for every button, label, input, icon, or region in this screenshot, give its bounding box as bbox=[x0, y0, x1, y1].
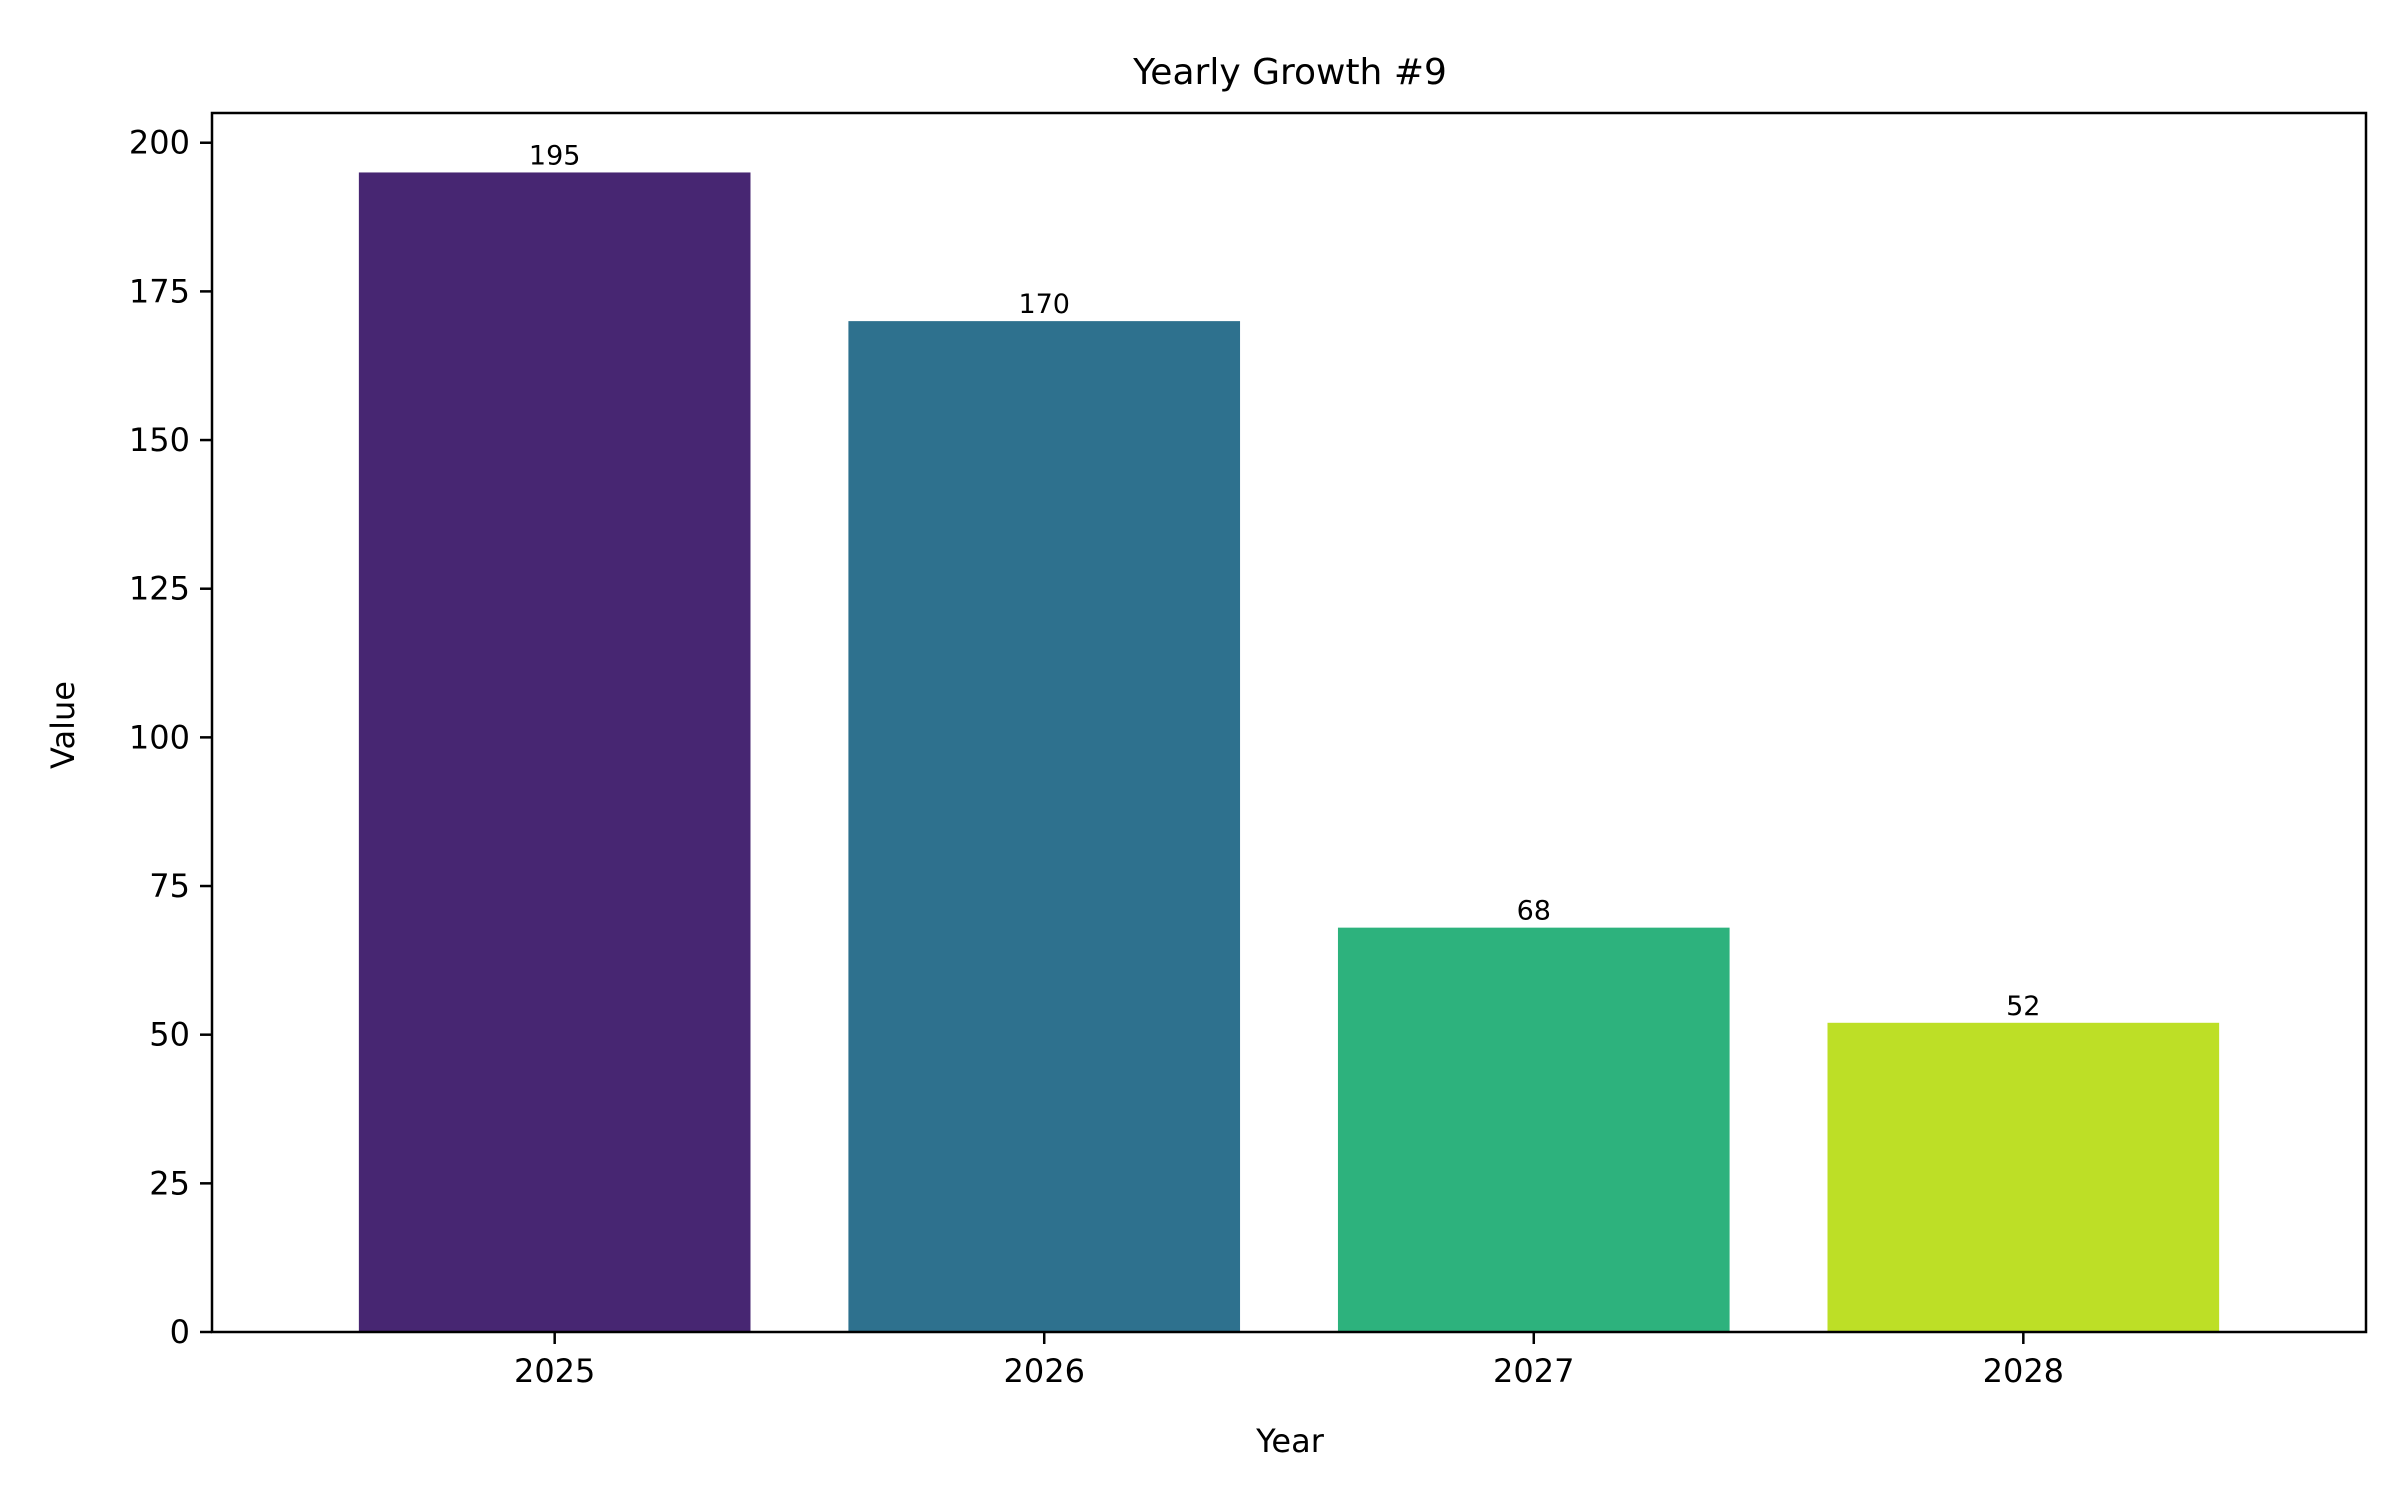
data-label-2028: 52 bbox=[2006, 991, 2040, 1022]
y-tick-label-125: 125 bbox=[129, 570, 190, 608]
y-axis-label: Value bbox=[44, 681, 82, 769]
x-tick-label-2025: 2025 bbox=[514, 1352, 595, 1390]
x-tick-label-2028: 2028 bbox=[1983, 1352, 2064, 1390]
y-tick-label-175: 175 bbox=[129, 272, 190, 310]
y-tick-label-75: 75 bbox=[149, 867, 190, 905]
y-tick-label-100: 100 bbox=[129, 718, 190, 756]
bar-2028 bbox=[1827, 1022, 2220, 1332]
x-axis-label: Year bbox=[1255, 1422, 1325, 1460]
data-label-2027: 68 bbox=[1517, 896, 1551, 927]
data-label-2026: 170 bbox=[1018, 289, 1070, 320]
bar-2026 bbox=[848, 321, 1241, 1332]
plot-area: 195 170 68 52 0 25 50 75 100 125 150 175 200 2025 2026… bbox=[129, 111, 2368, 1390]
bar-2027 bbox=[1337, 927, 1730, 1332]
data-label-2025: 195 bbox=[529, 140, 581, 171]
y-tick-label-25: 25 bbox=[149, 1164, 190, 1202]
y-tick-label-150: 150 bbox=[129, 421, 190, 459]
y-tick-label-0: 0 bbox=[170, 1313, 190, 1351]
bar-2025 bbox=[358, 172, 751, 1333]
x-tick-label-2026: 2026 bbox=[1004, 1352, 1085, 1390]
y-tick-label-200: 200 bbox=[129, 124, 190, 162]
plot-frame bbox=[210, 111, 2368, 1334]
y-tick-label-50: 50 bbox=[149, 1016, 190, 1054]
x-tick-label-2027: 2027 bbox=[1493, 1352, 1574, 1390]
chart-title: Yearly Growth #9 bbox=[1132, 52, 1447, 93]
